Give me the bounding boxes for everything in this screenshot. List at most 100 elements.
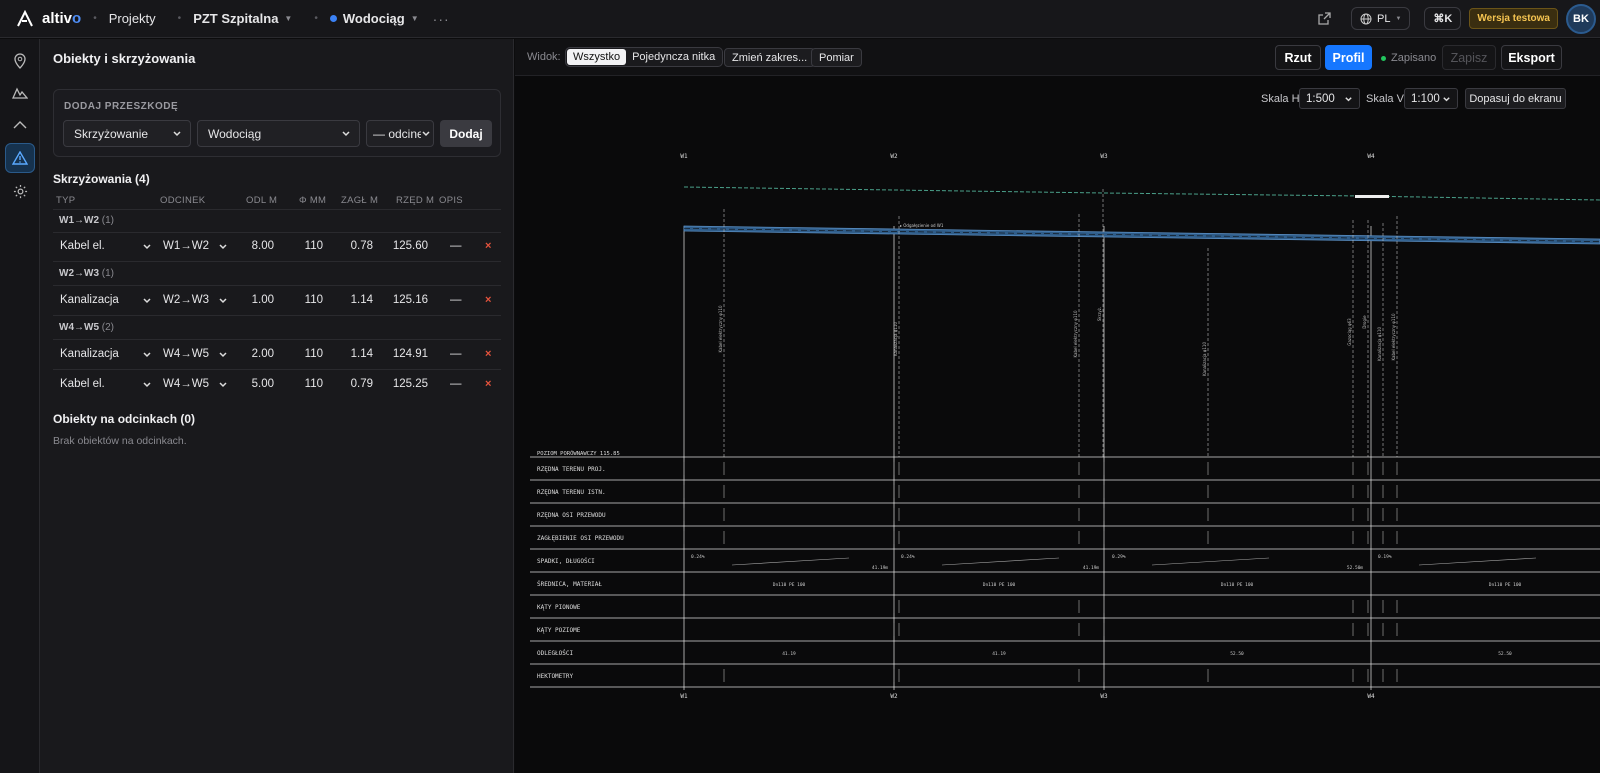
profile-view-button[interactable]: Profil bbox=[1325, 45, 1372, 70]
row-type-select[interactable]: Kabel el. bbox=[60, 240, 105, 252]
terrain-icon[interactable] bbox=[5, 78, 35, 108]
chevron-down-icon bbox=[143, 298, 151, 304]
save-status: Zapisano bbox=[1381, 52, 1436, 64]
view-single-tab[interactable]: Pojedyncza nitka bbox=[632, 51, 716, 63]
fit-to-screen-button[interactable]: Dopasuj do ekranu bbox=[1465, 88, 1566, 109]
divider bbox=[53, 209, 501, 210]
delete-row-icon[interactable]: × bbox=[485, 348, 492, 360]
slope-line bbox=[941, 557, 1060, 566]
chevron-down-icon bbox=[143, 352, 151, 358]
row-distance[interactable]: 8.00 bbox=[251, 240, 274, 252]
row-type-select[interactable]: Kanalizacja bbox=[60, 348, 119, 360]
delete-row-icon[interactable]: × bbox=[485, 294, 492, 306]
map-pin-icon[interactable] bbox=[5, 46, 35, 76]
row-description[interactable]: — bbox=[450, 378, 462, 390]
row-type-select[interactable]: Kabel el. bbox=[60, 378, 105, 390]
col-diameter: Φ MM bbox=[299, 195, 327, 206]
row-depth[interactable]: 0.78 bbox=[350, 240, 373, 252]
delete-row-icon[interactable]: × bbox=[485, 240, 492, 252]
plan-view-button[interactable]: Rzut bbox=[1275, 45, 1321, 70]
scale-h-select[interactable]: 1:500 bbox=[1299, 88, 1360, 109]
length-label: 52.50m bbox=[1347, 565, 1364, 571]
row-distance[interactable]: 5.00 bbox=[251, 378, 274, 390]
chevron-down-icon: ▼ bbox=[1395, 15, 1402, 22]
row-diameter[interactable]: 110 bbox=[304, 348, 323, 360]
segment-select[interactable]: — odcinek bbox=[366, 120, 434, 147]
band-label: HEKTOMETRY bbox=[537, 673, 574, 680]
row-depth[interactable]: 1.14 bbox=[350, 294, 373, 306]
band-label: RZĘDNA TERENU PROJ. bbox=[537, 466, 606, 473]
delete-row-icon[interactable]: × bbox=[485, 378, 492, 390]
warning-icon[interactable] bbox=[5, 143, 35, 173]
col-distance: ODL M bbox=[246, 195, 278, 206]
add-obstacle-label: DODAJ PRZESZKODĘ bbox=[64, 101, 179, 112]
row-elevation[interactable]: 125.16 bbox=[392, 294, 428, 306]
altivo-logo-icon bbox=[17, 9, 33, 26]
network-color-dot bbox=[329, 15, 337, 22]
row-depth[interactable]: 0.79 bbox=[350, 378, 373, 390]
breadcrumb-network[interactable]: Wodociąg ▼ bbox=[329, 11, 419, 26]
add-obstacle-button[interactable]: Dodaj bbox=[440, 120, 492, 147]
chevron-down-icon bbox=[342, 131, 350, 137]
crossing-label: Kabel elektryczny φ110 bbox=[1391, 313, 1396, 361]
objects-title: Obiekty na odcinkach (0) bbox=[53, 412, 196, 426]
language-select[interactable]: PL ▼ bbox=[1351, 7, 1411, 30]
table-row: Kabel el. W4→W5 5.00 110 0.79 125.25 — × bbox=[53, 370, 501, 399]
row-description[interactable]: — bbox=[450, 348, 462, 360]
well-label-bottom: W2 bbox=[890, 693, 898, 700]
row-elevation[interactable]: 125.25 bbox=[392, 378, 428, 390]
export-button[interactable]: Eksport bbox=[1501, 45, 1562, 70]
scale-h-value: 1:500 bbox=[1306, 92, 1335, 105]
well-label-top: W1 bbox=[680, 153, 688, 160]
distance-label: 41.19 bbox=[992, 651, 1006, 657]
row-elevation[interactable]: 125.60 bbox=[392, 240, 428, 252]
brand-name: altiv bbox=[42, 10, 73, 27]
row-description[interactable]: — bbox=[450, 240, 462, 252]
profile-drawing[interactable]: W1 W1 W2 W2 W3 W3 W4 W4 ▸ Odgałęzienie od W1 Kabe… bbox=[515, 115, 1600, 735]
material-label: Dn110 PE 100 bbox=[983, 582, 1016, 588]
breadcrumb-projects[interactable]: Projekty bbox=[108, 11, 156, 26]
well-label-bottom: W3 bbox=[1100, 693, 1108, 700]
row-distance[interactable]: 1.00 bbox=[251, 294, 274, 306]
user-avatar[interactable]: BK bbox=[1566, 3, 1596, 34]
manhole-marker bbox=[1355, 195, 1389, 198]
view-all-tab[interactable]: Wszystko bbox=[567, 49, 627, 65]
more-options-icon[interactable]: ··· bbox=[432, 10, 450, 27]
measure-button[interactable]: Pomiar bbox=[811, 48, 862, 67]
change-range-button[interactable]: Zmień zakres... bbox=[724, 48, 816, 67]
divider bbox=[53, 315, 501, 316]
profile-icon[interactable] bbox=[5, 110, 35, 140]
row-distance[interactable]: 2.00 bbox=[251, 348, 274, 360]
crossings-table-header: TYP ODCINEK ODL M Φ MM ZAGŁ M RZĘD M OPI… bbox=[53, 195, 501, 209]
row-depth[interactable]: 1.14 bbox=[350, 348, 373, 360]
chevron-down-icon bbox=[219, 244, 227, 250]
row-elevation[interactable]: 124.91 bbox=[392, 348, 428, 360]
breadcrumb-project[interactable]: PZT Szpitalna ▼ bbox=[193, 11, 292, 26]
crossing-label: Kanalizacja φ110 bbox=[893, 322, 898, 357]
well-label-top: W3 bbox=[1100, 153, 1108, 160]
row-diameter[interactable]: 110 bbox=[304, 294, 323, 306]
slope-line bbox=[1418, 557, 1537, 566]
row-diameter[interactable]: 110 bbox=[304, 378, 323, 390]
network-name: Wodociąg bbox=[342, 11, 405, 26]
row-segment-select[interactable]: W4→W5 bbox=[163, 378, 209, 390]
row-diameter[interactable]: 110 bbox=[304, 240, 323, 252]
length-label: 41.19m bbox=[1083, 565, 1100, 571]
gear-icon[interactable] bbox=[5, 176, 35, 206]
chevron-down-icon bbox=[143, 382, 151, 388]
command-palette-button[interactable]: ⌘K bbox=[1424, 7, 1462, 30]
network-select[interactable]: Wodociąg bbox=[197, 120, 360, 147]
save-button[interactable]: Zapisz bbox=[1442, 45, 1496, 70]
obstacle-type-select[interactable]: Skrzyżowanie bbox=[63, 120, 191, 147]
row-description[interactable]: — bbox=[450, 294, 462, 306]
well-label-top: W2 bbox=[890, 153, 898, 160]
row-segment-select[interactable]: W1→W2 bbox=[163, 240, 209, 252]
row-segment-select[interactable]: W4→W5 bbox=[163, 348, 209, 360]
row-type-select[interactable]: Kanalizacja bbox=[60, 294, 119, 306]
external-link-icon[interactable] bbox=[1313, 8, 1335, 30]
scale-v-select[interactable]: 1:100 bbox=[1404, 88, 1458, 109]
language-label: PL bbox=[1377, 12, 1391, 25]
brand-logo[interactable]: altivo bbox=[16, 9, 81, 28]
row-segment-select[interactable]: W2→W3 bbox=[163, 294, 209, 306]
group-header: W4→W5 (2) bbox=[59, 322, 115, 333]
